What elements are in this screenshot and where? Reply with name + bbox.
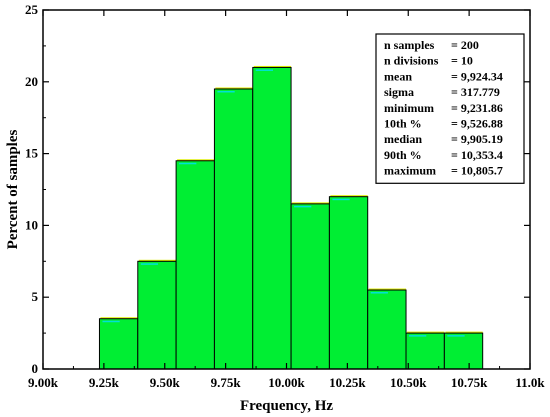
stats-value: = 10: [451, 54, 473, 68]
stats-value: = 10,805.7: [451, 164, 503, 178]
histogram-bar: [137, 259, 177, 370]
stats-value: = 200: [451, 38, 479, 52]
stats-value: = 9,526.88: [451, 117, 503, 131]
y-axis: 0 5 10 15 20 25: [25, 2, 530, 376]
stats-label: mean: [384, 69, 412, 83]
stats-value: = 9,924.34: [451, 69, 503, 83]
x-axis-title: Frequency, Hz: [240, 398, 333, 414]
y-tick-label: 25: [25, 2, 39, 17]
stats-label: n samples: [384, 38, 435, 52]
x-axis: 9.00k 9.25k 9.50k 9.75k 10.00k 10.25k 10.50k 10…: [28, 10, 545, 390]
x-tick-label: 9.75k: [211, 375, 242, 390]
bars-layer: [98, 65, 484, 370]
x-tick-label: 10.25k: [329, 375, 366, 390]
histogram-bar: [405, 331, 445, 370]
histogram-bar: [252, 65, 292, 370]
stats-label: maximum: [384, 164, 436, 178]
stats-box-frame: [375, 33, 525, 184]
histogram-bar: [175, 159, 215, 370]
stats-label: minimum: [384, 101, 434, 115]
histogram-bar: [213, 87, 254, 370]
y-axis-title: Percent of samples: [5, 129, 21, 249]
x-tick-label: 11.0k: [515, 375, 545, 390]
stats-label: n divisions: [384, 54, 439, 68]
x-tick-label: 10.75k: [451, 375, 488, 390]
stats-box: n samples = 200 n divisions = 10 mean = 9,924…: [375, 33, 525, 184]
y-tick-label: 10: [25, 217, 38, 232]
histogram-bar: [367, 288, 407, 370]
stats-label: 90th %: [384, 148, 422, 162]
stats-label: 10th %: [384, 117, 422, 131]
y-tick-label: 0: [32, 361, 39, 376]
stats-value: = 10,353.4: [451, 148, 503, 162]
stats-label: median: [384, 132, 422, 146]
y-tick-label: 20: [25, 74, 38, 89]
x-tick-label: 10.50k: [390, 375, 427, 390]
y-tick-label: 5: [32, 289, 39, 304]
x-tick-label: 9.00k: [28, 375, 59, 390]
histogram-bar: [328, 195, 369, 370]
stats-value: = 317.779: [451, 85, 500, 99]
y-tick-label: 15: [25, 146, 39, 161]
x-tick-label: 9.50k: [150, 375, 181, 390]
stats-value: = 9,231.86: [451, 101, 503, 115]
histogram-bar: [98, 317, 139, 370]
x-tick-label: 9.25k: [89, 375, 120, 390]
histogram-bar: [290, 202, 330, 370]
stats-label: sigma: [384, 85, 414, 99]
x-tick-label: 10.00k: [268, 375, 305, 390]
histogram-bar: [443, 331, 484, 370]
stats-value: = 9,905.19: [451, 132, 503, 146]
